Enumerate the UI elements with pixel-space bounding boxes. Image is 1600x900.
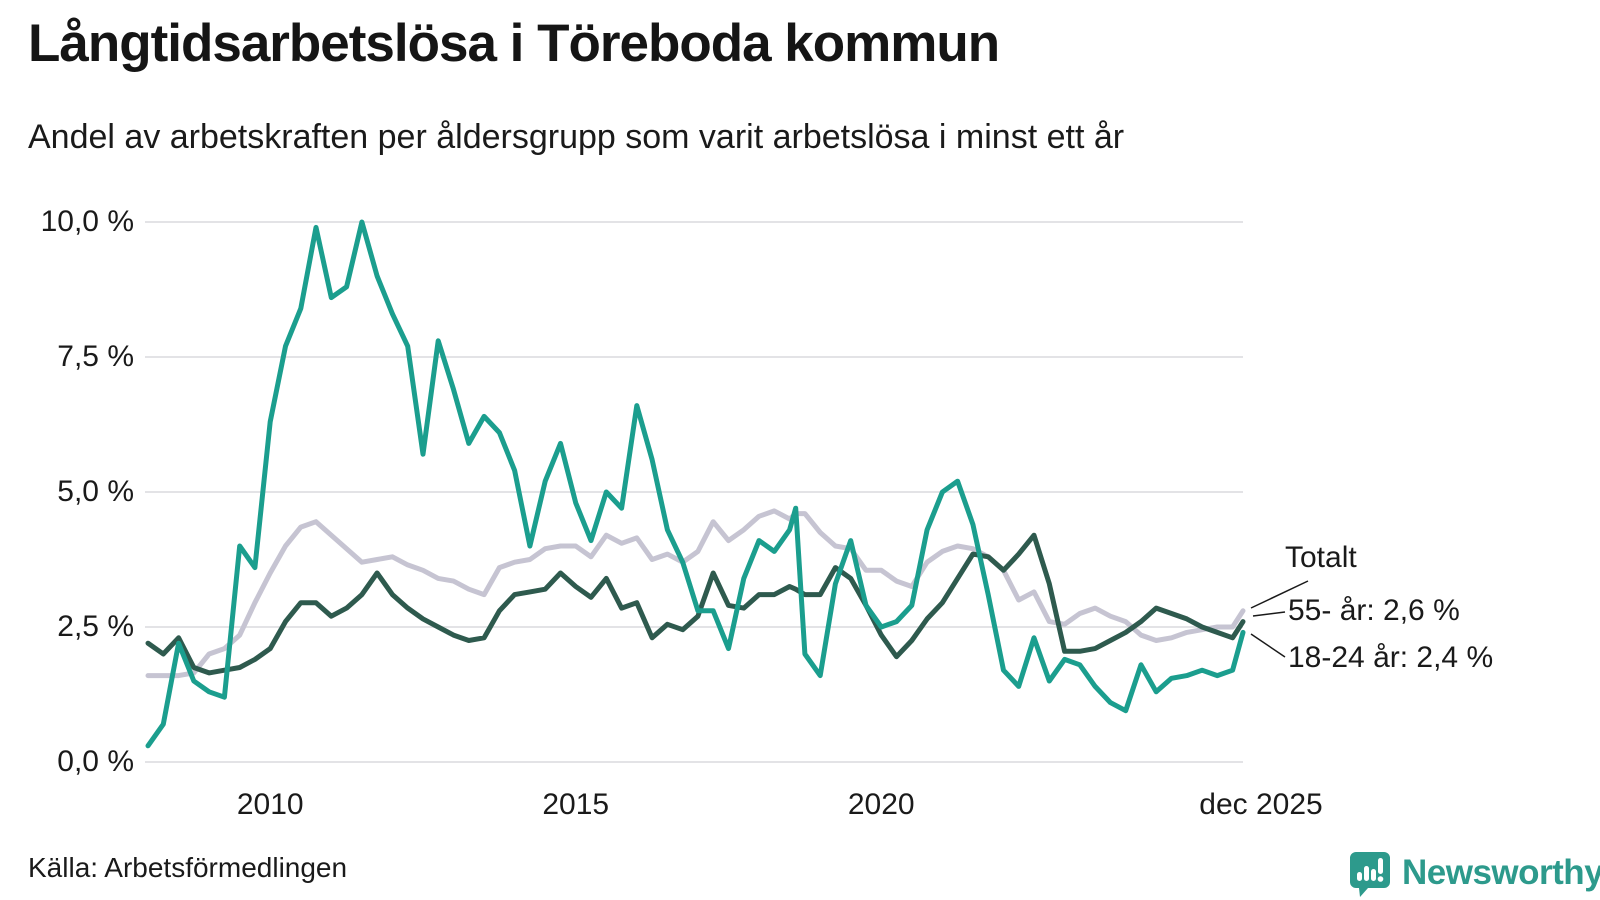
page-subtitle: Andel av arbetskraften per åldersgrupp s… bbox=[28, 118, 1125, 156]
page-title: Långtidsarbetslösa i Töreboda kommun bbox=[28, 14, 1000, 73]
annotation-connector-2 bbox=[1250, 633, 1286, 658]
end-label-55-ar: 55- år: 2,6 % bbox=[1288, 594, 1460, 627]
source-text: Källa: Arbetsförmedlingen bbox=[28, 852, 348, 883]
brand-logo: Newsworthy bbox=[1348, 848, 1600, 898]
x-tick-label-2010: 2010 bbox=[236, 788, 304, 821]
y-tick-label-7.5: 7,5 % bbox=[57, 340, 134, 373]
y-tick-label-10: 10,0 % bbox=[40, 205, 134, 238]
y-tick-label-5: 5,0 % bbox=[57, 475, 134, 508]
brand-name: Newsworthy bbox=[1402, 853, 1600, 892]
series-line-18-24-r bbox=[145, 219, 1246, 749]
annotation-connector-0 bbox=[1250, 580, 1309, 609]
end-label-18-24-ar: 18-24 år: 2,4 % bbox=[1288, 641, 1494, 674]
series-line-55-r bbox=[145, 532, 1246, 676]
y-tick-label-0: 0,0 % bbox=[57, 745, 134, 778]
x-tick-label-2015: 2015 bbox=[542, 788, 610, 821]
speech-bubble-bar-chart-icon bbox=[1350, 852, 1390, 897]
x-tick-label-2020: 2020 bbox=[847, 788, 915, 821]
end-label-totalt: Totalt bbox=[1285, 541, 1357, 574]
series-line-totalt bbox=[145, 508, 1246, 679]
annotation-connector-1 bbox=[1252, 611, 1286, 617]
y-tick-label-2.5: 2,5 % bbox=[57, 610, 134, 643]
x-tick-label-dec-2025: dec 2025 bbox=[1199, 788, 1323, 821]
